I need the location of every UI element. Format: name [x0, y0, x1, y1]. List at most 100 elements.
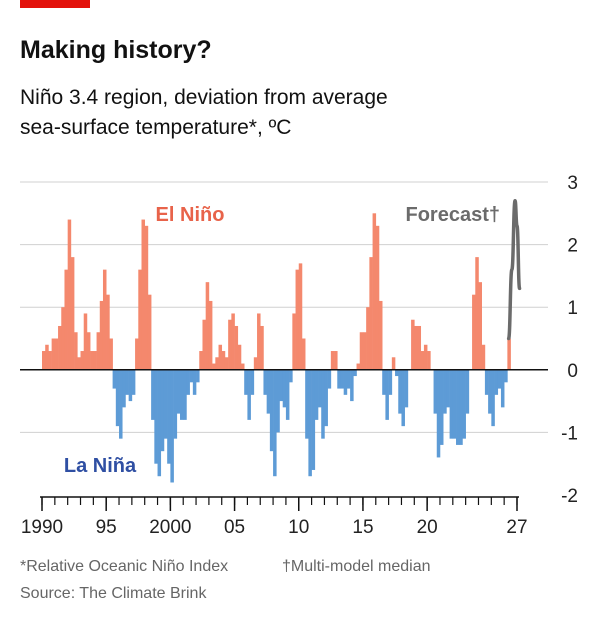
annotation: Forecast† — [406, 204, 501, 226]
bar — [417, 325, 422, 370]
annotation: El Niño — [156, 204, 225, 226]
y-tick-label: 1 — [567, 298, 578, 319]
bar — [51, 338, 56, 370]
bar — [282, 369, 287, 408]
bar — [167, 369, 171, 464]
bar — [362, 332, 367, 370]
bar — [353, 369, 357, 377]
x-tick-label: 10 — [288, 517, 309, 538]
y-tick-label: 0 — [567, 361, 578, 382]
bar — [135, 338, 139, 370]
bar — [494, 369, 499, 395]
bar — [411, 319, 415, 370]
bar — [64, 269, 68, 370]
bar — [58, 325, 62, 370]
bar — [433, 369, 438, 414]
bar — [456, 369, 460, 445]
x-tick-label: 2000 — [149, 517, 191, 538]
bar — [83, 313, 88, 370]
bar — [439, 369, 444, 445]
bar — [170, 369, 174, 483]
bar — [228, 319, 232, 370]
bar — [500, 369, 505, 408]
bar — [343, 369, 348, 395]
bar — [212, 363, 216, 370]
bar — [186, 369, 190, 395]
bar — [70, 257, 75, 370]
bar — [475, 257, 479, 370]
bar — [350, 369, 354, 402]
brand-bar — [20, 0, 90, 8]
bar — [292, 313, 296, 370]
bar — [449, 369, 454, 439]
bar — [295, 269, 300, 370]
bar — [346, 369, 351, 389]
bar — [138, 269, 142, 370]
x-tick-label: 05 — [224, 517, 245, 538]
bar — [491, 369, 495, 427]
forecast-line — [506, 199, 522, 341]
bar — [266, 369, 271, 414]
bar — [472, 294, 476, 370]
bar — [157, 369, 162, 477]
subtitle: sea-surface temperature*, ºC — [20, 116, 291, 139]
bar — [301, 338, 306, 370]
bar — [269, 369, 274, 452]
bar — [308, 369, 312, 477]
bar — [340, 369, 344, 389]
footnote: †Multi-model median — [282, 558, 431, 575]
bar — [208, 300, 213, 370]
bar — [414, 325, 418, 370]
x-tick-label: 1990 — [21, 517, 63, 538]
x-tick-label: 95 — [96, 517, 117, 538]
y-tick-label: 3 — [567, 173, 578, 194]
bar — [154, 369, 158, 464]
bar — [125, 369, 129, 395]
bar — [247, 369, 251, 420]
bar — [273, 369, 277, 477]
bar — [314, 369, 319, 420]
bar — [45, 344, 49, 370]
bar — [163, 369, 168, 439]
bar — [388, 369, 393, 395]
bar — [122, 369, 126, 408]
bar — [250, 369, 255, 395]
bar — [423, 344, 428, 370]
bar — [318, 369, 322, 408]
bar — [478, 282, 482, 370]
bar — [48, 351, 52, 370]
bar — [90, 351, 94, 370]
bar — [488, 369, 492, 414]
bar — [93, 351, 97, 370]
bar — [102, 269, 107, 370]
bar — [263, 369, 267, 395]
bar — [176, 369, 181, 414]
bar — [86, 332, 91, 370]
bar — [106, 294, 110, 370]
bar — [224, 357, 229, 370]
bar — [462, 369, 466, 439]
bar — [507, 338, 511, 370]
bar — [244, 369, 248, 395]
bar — [401, 369, 405, 427]
bar — [231, 313, 235, 370]
bar — [378, 300, 383, 370]
x-tick-label: 27 — [506, 517, 527, 538]
bar — [311, 369, 316, 470]
bar — [420, 351, 425, 370]
bar — [61, 307, 65, 370]
bar — [96, 332, 101, 370]
bar — [436, 369, 441, 458]
bar — [289, 369, 293, 383]
bar — [80, 351, 85, 370]
bar — [147, 294, 152, 370]
bar — [221, 351, 226, 370]
bar — [391, 357, 396, 370]
annotation: La Niña — [64, 455, 137, 477]
bar — [359, 332, 364, 370]
bar — [327, 369, 332, 389]
bar — [459, 369, 463, 445]
bar — [375, 225, 380, 370]
